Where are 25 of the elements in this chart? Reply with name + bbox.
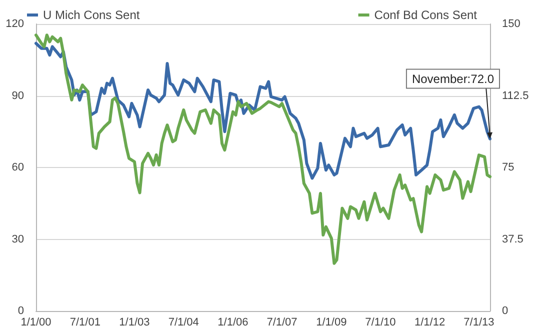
x-tick-label: 1/1/06 [218, 316, 248, 328]
y-tick-label: 120 [6, 18, 24, 30]
x-tick-label: 7/1/04 [168, 316, 199, 328]
x-tick-label: 1/1/00 [20, 316, 52, 328]
y-tick-label: 0 [18, 305, 24, 317]
legend-label: Conf Bd Cons Sent [374, 8, 478, 22]
annotation: November:72.0 [412, 72, 494, 86]
y2-tick-label: 0 [502, 305, 508, 317]
y2-tick-label: 112.5 [502, 90, 529, 102]
line-series [34, 42, 492, 180]
line-series [34, 34, 492, 265]
y2-tick-label: 37.5 [502, 233, 524, 246]
y-tick-label: 60 [12, 162, 24, 174]
x-tick-label: 1/1/03 [119, 316, 150, 328]
y-tick-label: 90 [12, 90, 24, 102]
x-tick-label: 7/1/07 [266, 316, 298, 328]
x-tick-label: 1/1/09 [316, 316, 347, 328]
legend-label: U Mich Cons Sent [43, 8, 140, 22]
x-tick-label: 1/1/12 [414, 316, 446, 328]
x-tick-label: 7/1/10 [365, 316, 396, 328]
x-tick-label: 7/1/01 [70, 316, 100, 328]
y-tick-label: 30 [12, 233, 24, 246]
x-tick-label: 7/1/13 [464, 316, 494, 328]
y2-tick-label: 75 [502, 162, 514, 174]
y2-tick-label: 150 [502, 18, 520, 30]
